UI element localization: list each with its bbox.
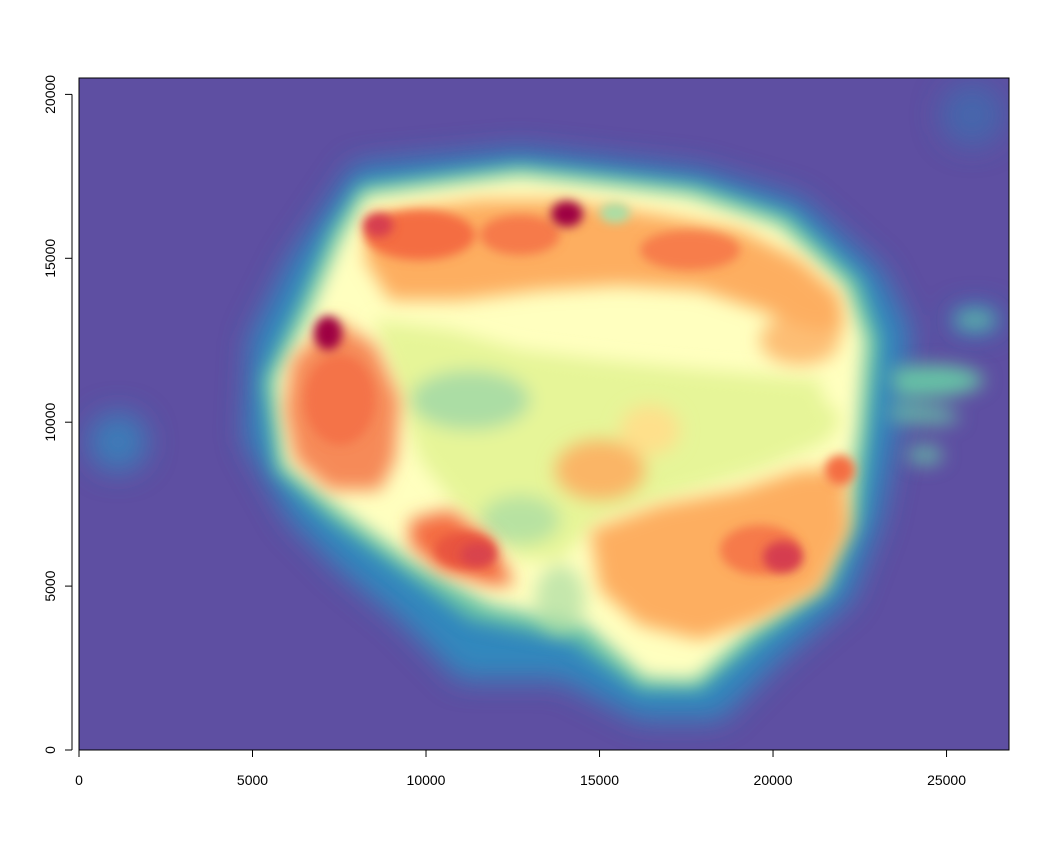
x-tick-label: 15000 bbox=[580, 772, 619, 788]
x-axis: 0 5000 10000 15000 20000 25000 bbox=[75, 749, 966, 788]
x-tick-label: 20000 bbox=[754, 772, 793, 788]
x-tick-label: 10000 bbox=[407, 772, 446, 788]
x-tick-label: 0 bbox=[75, 772, 83, 788]
density-hole bbox=[600, 203, 630, 223]
y-tick-label: 5000 bbox=[42, 570, 58, 601]
y-tick-label: 10000 bbox=[42, 403, 58, 442]
y-tick-label: 0 bbox=[42, 746, 58, 754]
y-tick-label: 20000 bbox=[42, 75, 58, 114]
density-orange-regions bbox=[285, 200, 850, 640]
density-hot-spots bbox=[314, 201, 803, 573]
heatmap-field bbox=[79, 78, 1009, 750]
y-tick-label: 15000 bbox=[42, 239, 58, 278]
x-tick-label: 5000 bbox=[237, 772, 268, 788]
x-tick-label: 25000 bbox=[927, 772, 966, 788]
density-interior bbox=[375, 320, 840, 635]
y-axis: 0 5000 10000 15000 20000 bbox=[42, 75, 73, 754]
